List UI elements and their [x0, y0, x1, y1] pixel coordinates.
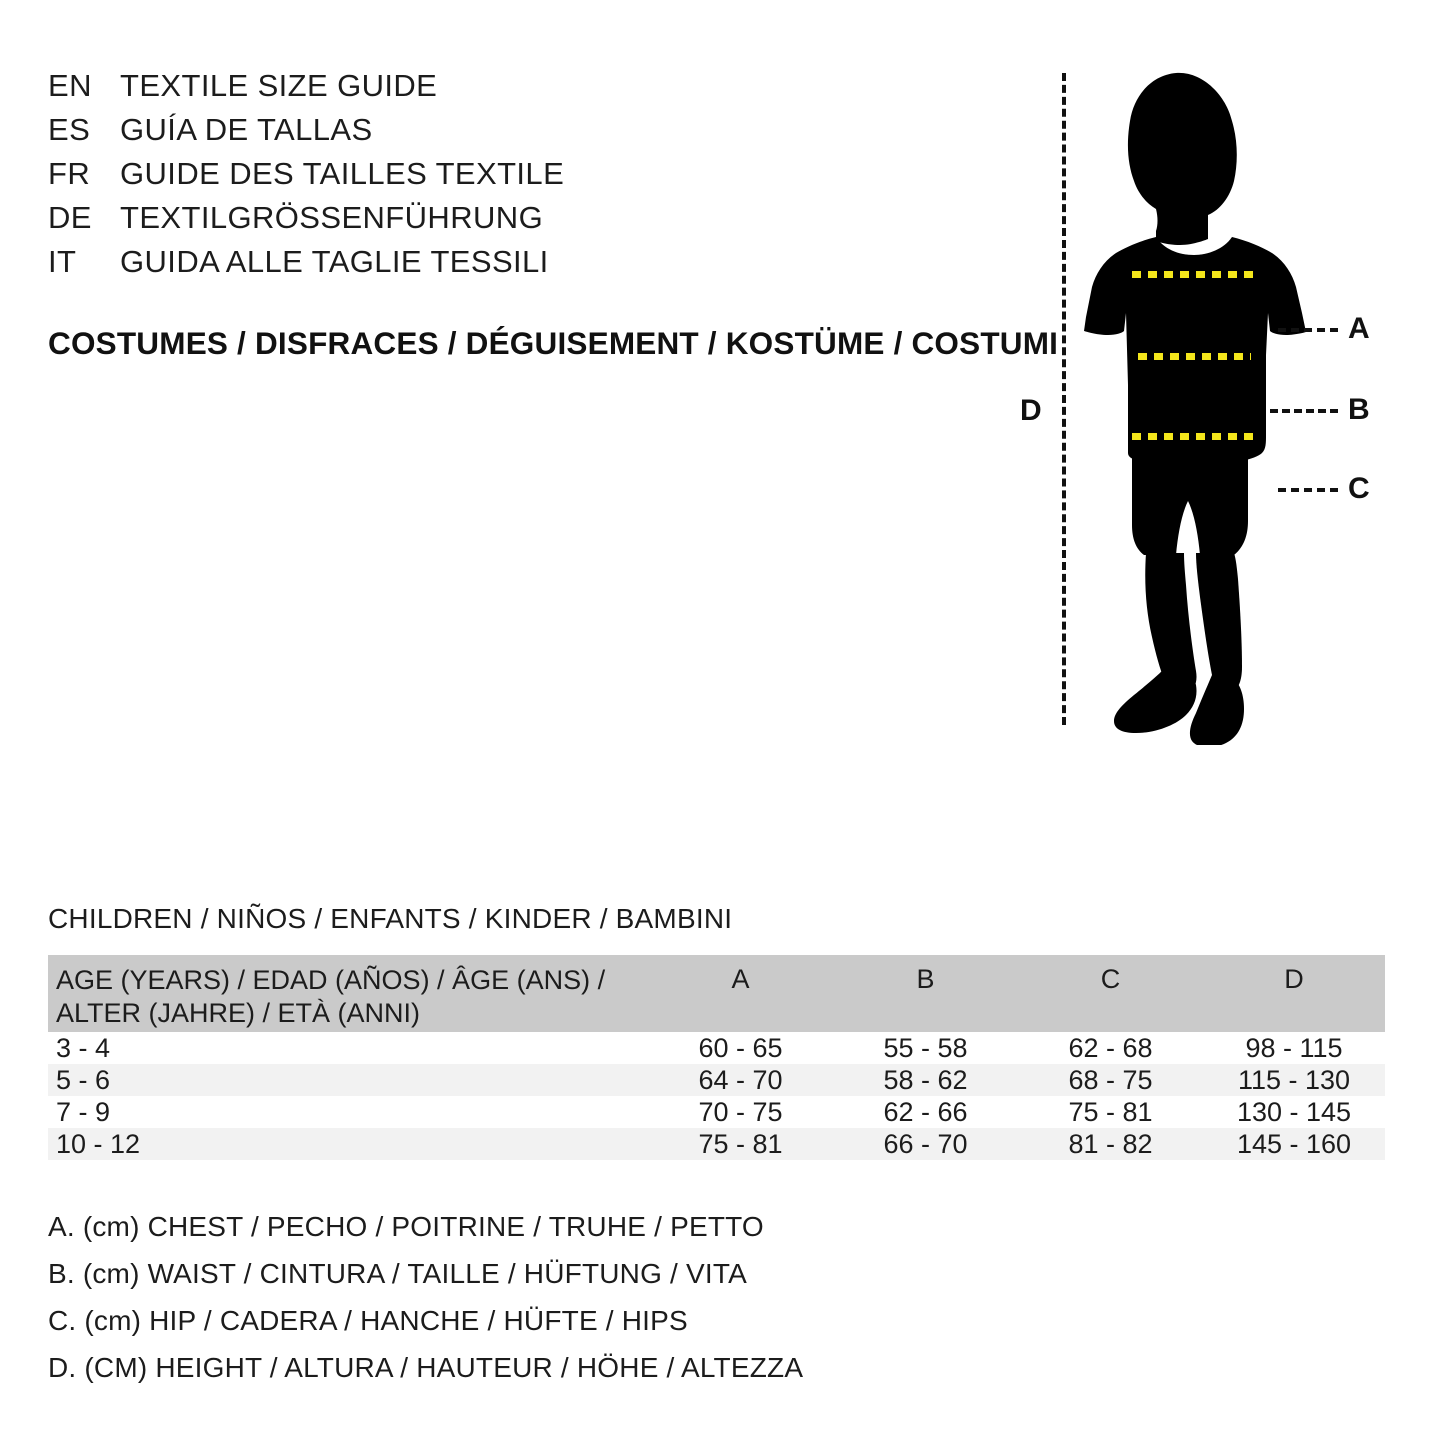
- language-code-it: IT: [48, 244, 77, 279]
- cell-waist: 62 - 66: [883, 1096, 968, 1127]
- cell-chest: 75 - 81: [698, 1128, 783, 1159]
- chest-leader-line: [1278, 328, 1338, 332]
- cell-hip: 81 - 82: [1068, 1128, 1153, 1159]
- table-row: 10 - 12 75 - 81 66 - 70 81 - 82 145 - 16…: [48, 1128, 1385, 1160]
- language-row-fr: FR GUIDE DES TAILLES TEXTILE: [48, 156, 948, 200]
- cell-height: 98 - 115: [1245, 1032, 1343, 1063]
- language-code-de: DE: [48, 200, 92, 235]
- cell-height: 115 - 130: [1237, 1064, 1351, 1095]
- cell-height: 145 - 160: [1236, 1128, 1352, 1159]
- column-header-b: B: [916, 964, 935, 994]
- language-row-es: ES GUÍA DE TALLAS: [48, 112, 948, 156]
- table-row: 5 - 6 64 - 70 58 - 62 68 - 75 115 - 130: [48, 1064, 1385, 1096]
- child-silhouette-icon: [1084, 72, 1306, 745]
- height-reference-line: [1062, 73, 1066, 725]
- language-code-es: ES: [48, 112, 91, 147]
- measure-label-b: B: [1348, 393, 1370, 426]
- language-text-de: TEXTILGRÖSSENFÜHRUNG: [120, 200, 544, 235]
- language-row-it: IT GUIDA ALLE TAGLIE TESSILI: [48, 244, 948, 288]
- column-header-age: AGE (YEARS) / EDAD (AÑOS) / ÂGE (ANS) / …: [48, 955, 648, 1032]
- measure-label-a: A: [1348, 312, 1370, 345]
- cell-chest: 70 - 75: [698, 1096, 783, 1127]
- size-table-header: AGE (YEARS) / EDAD (AÑOS) / ÂGE (ANS) / …: [48, 955, 1385, 1032]
- cell-waist: 55 - 58: [883, 1032, 968, 1063]
- language-text-fr: GUIDE DES TAILLES TEXTILE: [120, 156, 565, 191]
- legend-item-c: C. (cm) HIP / CADERA / HANCHE / HÜFTE / …: [48, 1305, 688, 1336]
- chest-measure-line: [1132, 271, 1254, 278]
- cell-hip: 68 - 75: [1068, 1064, 1153, 1095]
- waist-leader-line: [1270, 409, 1338, 413]
- language-text-es: GUÍA DE TALLAS: [120, 112, 373, 147]
- cell-hip: 62 - 68: [1068, 1032, 1153, 1063]
- column-header-a: A: [731, 964, 750, 994]
- column-header-d: D: [1284, 964, 1304, 994]
- table-row: 3 - 4 60 - 65 55 - 58 62 - 68 98 - 115: [48, 1032, 1385, 1064]
- cell-age: 7 - 9: [56, 1096, 111, 1127]
- language-text-en: TEXTILE SIZE GUIDE: [120, 68, 438, 103]
- category-title: COSTUMES / DISFRACES / DÉGUISEMENT / KOS…: [48, 325, 1059, 361]
- legend-item-b: B. (cm) WAIST / CINTURA / TAILLE / HÜFTU…: [48, 1258, 747, 1289]
- column-header-age-line1: AGE (YEARS) / EDAD (AÑOS) / ÂGE (ANS) /: [56, 965, 606, 995]
- cell-age: 3 - 4: [56, 1032, 111, 1063]
- table-header-row: AGE (YEARS) / EDAD (AÑOS) / ÂGE (ANS) / …: [48, 955, 1385, 1032]
- measurement-figure: A B C D: [980, 55, 1400, 745]
- cell-height: 130 - 145: [1236, 1096, 1352, 1127]
- measure-label-d: D: [1020, 394, 1042, 427]
- size-table: AGE (YEARS) / EDAD (AÑOS) / ÂGE (ANS) / …: [48, 955, 1385, 1160]
- language-row-de: DE TEXTILGRÖSSENFÜHRUNG: [48, 200, 948, 244]
- measure-label-c: C: [1348, 472, 1370, 505]
- cell-age: 10 - 12: [56, 1128, 141, 1159]
- cell-chest: 64 - 70: [698, 1064, 783, 1095]
- language-list: EN TEXTILE SIZE GUIDE ES GUÍA DE TALLAS …: [48, 68, 948, 288]
- cell-chest: 60 - 65: [698, 1032, 783, 1063]
- language-code-en: EN: [48, 68, 92, 103]
- table-title: CHILDREN / NIÑOS / ENFANTS / KINDER / BA…: [48, 903, 733, 934]
- cell-age: 5 - 6: [56, 1064, 111, 1095]
- cell-waist: 66 - 70: [883, 1128, 968, 1159]
- cell-waist: 58 - 62: [883, 1064, 968, 1095]
- language-code-fr: FR: [48, 156, 91, 191]
- legend-item-d: D. (CM) HEIGHT / ALTURA / HAUTEUR / HÖHE…: [48, 1352, 804, 1383]
- table-row: 7 - 9 70 - 75 62 - 66 75 - 81 130 - 145: [48, 1096, 1385, 1128]
- waist-measure-line: [1138, 353, 1251, 360]
- language-row-en: EN TEXTILE SIZE GUIDE: [48, 68, 948, 112]
- size-table-body: 3 - 4 60 - 65 55 - 58 62 - 68 98 - 115 5…: [48, 1032, 1385, 1160]
- cell-hip: 75 - 81: [1068, 1096, 1153, 1127]
- hip-measure-line: [1132, 433, 1257, 440]
- hip-leader-line: [1278, 488, 1338, 492]
- column-header-c: C: [1100, 964, 1121, 994]
- language-text-it: GUIDA ALLE TAGLIE TESSILI: [120, 244, 549, 279]
- column-header-age-line2: ALTER (JAHRE) / ETÀ (ANNI): [56, 997, 421, 1028]
- measurement-legend: A. (cm) CHEST / PECHO / POITRINE / TRUHE…: [48, 1203, 948, 1391]
- legend-item-a: A. (cm) CHEST / PECHO / POITRINE / TRUHE…: [48, 1211, 764, 1242]
